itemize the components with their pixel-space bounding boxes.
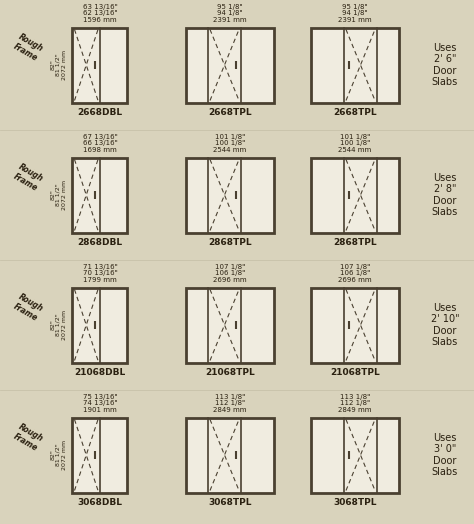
Text: 75 13/16"
74 13/16"
1901 mm: 75 13/16" 74 13/16" 1901 mm <box>82 394 117 413</box>
Text: 95 1/8"
94 1/8"
2391 mm: 95 1/8" 94 1/8" 2391 mm <box>213 4 247 24</box>
Text: Rough
Frame: Rough Frame <box>11 32 45 63</box>
Text: 95 1/8"
94 1/8"
2391 mm: 95 1/8" 94 1/8" 2391 mm <box>338 4 372 24</box>
Text: 82"
81 1/2"
2072 mm: 82" 81 1/2" 2072 mm <box>50 440 67 470</box>
Text: 2868TPL: 2868TPL <box>333 238 377 247</box>
Text: 3068TPL: 3068TPL <box>333 498 377 507</box>
Text: 63 13/16"
62 13/16"
1596 mm: 63 13/16" 62 13/16" 1596 mm <box>82 4 118 24</box>
Text: 71 13/16"
70 13/16"
1799 mm: 71 13/16" 70 13/16" 1799 mm <box>82 264 118 283</box>
Text: 82"
81 1/2"
2072 mm: 82" 81 1/2" 2072 mm <box>50 180 67 210</box>
Text: 2668TPL: 2668TPL <box>333 108 377 117</box>
Text: 101 1/8"
100 1/8"
2544 mm: 101 1/8" 100 1/8" 2544 mm <box>338 134 372 154</box>
Text: 3068TPL: 3068TPL <box>208 498 252 507</box>
Text: 82"
81 1/2"
2072 mm: 82" 81 1/2" 2072 mm <box>50 310 67 340</box>
Text: Uses
3' 0"
Door
Slabs: Uses 3' 0" Door Slabs <box>432 433 458 477</box>
Text: Rough
Frame: Rough Frame <box>11 292 45 323</box>
Text: 113 1/8"
112 1/8"
2849 mm: 113 1/8" 112 1/8" 2849 mm <box>213 394 247 413</box>
Bar <box>311 418 399 493</box>
Bar <box>311 288 399 363</box>
Text: 21068TPL: 21068TPL <box>330 368 380 377</box>
Text: Rough
Frame: Rough Frame <box>11 162 45 193</box>
Text: 2868TPL: 2868TPL <box>208 238 252 247</box>
Text: 2668DBL: 2668DBL <box>77 108 123 117</box>
Text: 3068DBL: 3068DBL <box>78 498 122 507</box>
Text: 67 13/16"
66 13/16"
1698 mm: 67 13/16" 66 13/16" 1698 mm <box>82 134 118 154</box>
Text: 101 1/8"
100 1/8"
2544 mm: 101 1/8" 100 1/8" 2544 mm <box>213 134 246 154</box>
Text: Uses
2' 6"
Door
Slabs: Uses 2' 6" Door Slabs <box>432 42 458 88</box>
Bar <box>73 27 128 103</box>
Text: 2668TPL: 2668TPL <box>208 108 252 117</box>
Text: 21068TPL: 21068TPL <box>205 368 255 377</box>
Bar <box>73 158 128 233</box>
Bar <box>186 288 274 363</box>
Bar <box>311 27 399 103</box>
Bar <box>73 418 128 493</box>
Bar <box>73 288 128 363</box>
Text: 113 1/8"
112 1/8"
2849 mm: 113 1/8" 112 1/8" 2849 mm <box>338 394 372 413</box>
Text: Uses
2' 8"
Door
Slabs: Uses 2' 8" Door Slabs <box>432 172 458 217</box>
Text: 2868DBL: 2868DBL <box>77 238 123 247</box>
Bar <box>186 158 274 233</box>
Text: Uses
2' 10"
Door
Slabs: Uses 2' 10" Door Slabs <box>431 302 459 347</box>
Bar <box>186 418 274 493</box>
Text: 107 1/8"
106 1/8"
2696 mm: 107 1/8" 106 1/8" 2696 mm <box>213 264 247 283</box>
Text: 82"
81 1/2"
2072 mm: 82" 81 1/2" 2072 mm <box>50 50 67 80</box>
Text: 107 1/8"
106 1/8"
2696 mm: 107 1/8" 106 1/8" 2696 mm <box>338 264 372 283</box>
Bar <box>186 27 274 103</box>
Bar <box>311 158 399 233</box>
Text: 21068DBL: 21068DBL <box>74 368 126 377</box>
Text: Rough
Frame: Rough Frame <box>11 422 45 453</box>
